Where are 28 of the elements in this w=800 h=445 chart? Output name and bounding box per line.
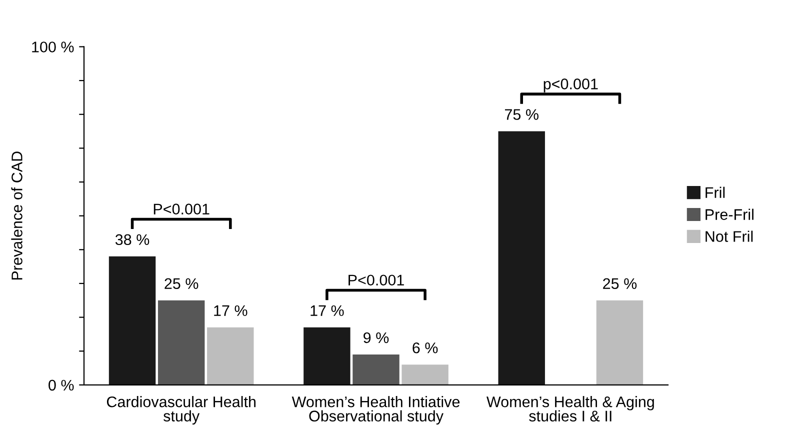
data-label: 75 % [504,109,538,120]
bar [207,327,254,385]
x-tick-label: Women’s Health Intiative Observational study [292,396,460,425]
legend-label: Fril [706,186,725,198]
data-label: 25 % [164,278,198,290]
y-axis-title: Prevalence of CAD [11,152,22,280]
x-tick-label: Women’s Health & Aging studies I & II [486,396,654,422]
bar [304,327,350,385]
data-label: 6 % [412,342,438,354]
legend-label: Pre-Fril [706,208,754,220]
y-tick-label: 0 % [48,380,74,391]
annotation: P<0.001 [348,274,404,286]
annotation: p<0.001 [544,78,598,92]
data-label: 17 % [214,305,248,316]
annotation: P<0.001 [154,204,210,214]
data-label: 17 % [310,305,344,316]
bar [158,300,205,385]
bar [108,256,156,385]
bar [498,131,545,385]
data-label: 25 % [603,278,637,290]
y-tick-label: 100 % [32,42,74,52]
bar [596,300,644,385]
x-tick-label: Cardiovascular Health study [106,396,256,425]
data-label: 38 % [115,234,150,246]
data-label: 9 % [364,332,389,344]
bar [402,364,448,385]
bar [352,354,400,385]
legend-label: Not Fril [706,230,753,242]
